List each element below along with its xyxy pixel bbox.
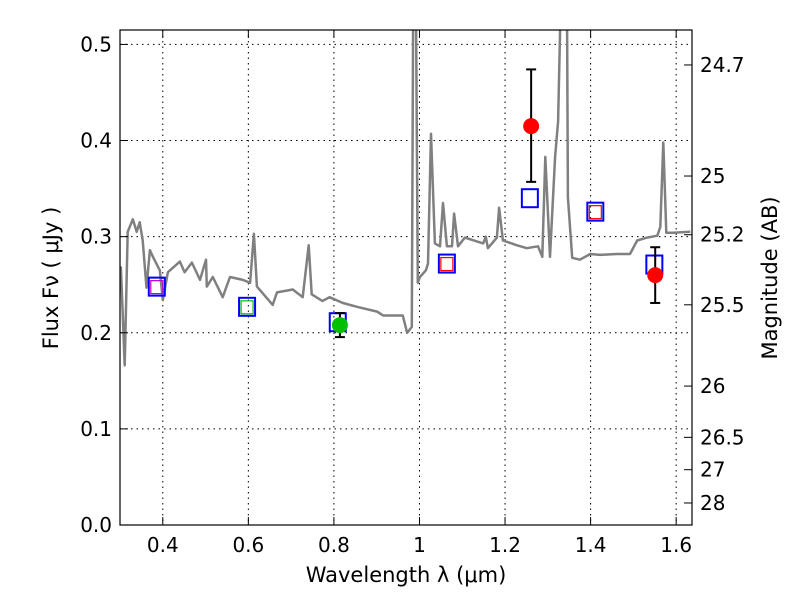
inner-band-square <box>240 300 254 315</box>
right-tick-label: 26.5 <box>700 425 745 449</box>
model-band-square <box>147 276 166 297</box>
x-tick-label: 1.2 <box>489 533 521 557</box>
right-tick-label: 26 <box>700 374 725 398</box>
observed-point <box>331 317 348 334</box>
right-tick-label: 24.7 <box>700 53 745 77</box>
ticks: 0.4 0.6 0.8 1 1.2 1.4 1.6 0.0 0.1 0.2 0.3 0.4 0.5 24.… <box>80 30 745 557</box>
y-tick-label: 0.5 <box>80 32 112 56</box>
right-tick-label: 25.5 <box>700 293 745 317</box>
inner-band-square <box>588 205 602 220</box>
x-tick-label: 0.6 <box>232 533 264 557</box>
x-tick-label: 1 <box>413 533 426 557</box>
y-axis-label: Flux Fν ( μJy ) <box>39 207 63 350</box>
inner-band-square <box>150 280 164 295</box>
y-tick-label: 0.4 <box>80 129 112 153</box>
right-axis-label: Magnitude (AB) <box>758 196 782 359</box>
observed-point <box>647 267 664 284</box>
y-tick-label: 0.2 <box>80 321 112 345</box>
right-tick-label: 25 <box>700 164 725 188</box>
right-tick-label: 28 <box>700 491 725 515</box>
x-axis-label: Wavelength λ (μm) <box>306 563 507 587</box>
y-tick-label: 0.1 <box>80 417 112 441</box>
x-tick-label: 0.8 <box>318 533 350 557</box>
plot-frame <box>119 29 693 526</box>
inner-band-square <box>440 256 454 272</box>
x-tick-label: 1.4 <box>575 533 607 557</box>
x-tick-label: 1.6 <box>660 533 692 557</box>
model-band-square <box>586 201 605 222</box>
y-tick-label: 0.3 <box>80 225 112 249</box>
model-band-square <box>520 188 539 209</box>
spectrum-line <box>120 30 691 367</box>
right-tick-label: 25.2 <box>700 223 745 247</box>
model-band-square <box>437 253 456 274</box>
y-tick-label: 0.0 <box>80 513 112 537</box>
plot-marks <box>120 30 691 367</box>
observed-point <box>523 118 540 135</box>
right-tick-label: 27 <box>700 458 725 482</box>
model-band-square <box>238 296 257 317</box>
x-tick-label: 0.4 <box>147 533 179 557</box>
